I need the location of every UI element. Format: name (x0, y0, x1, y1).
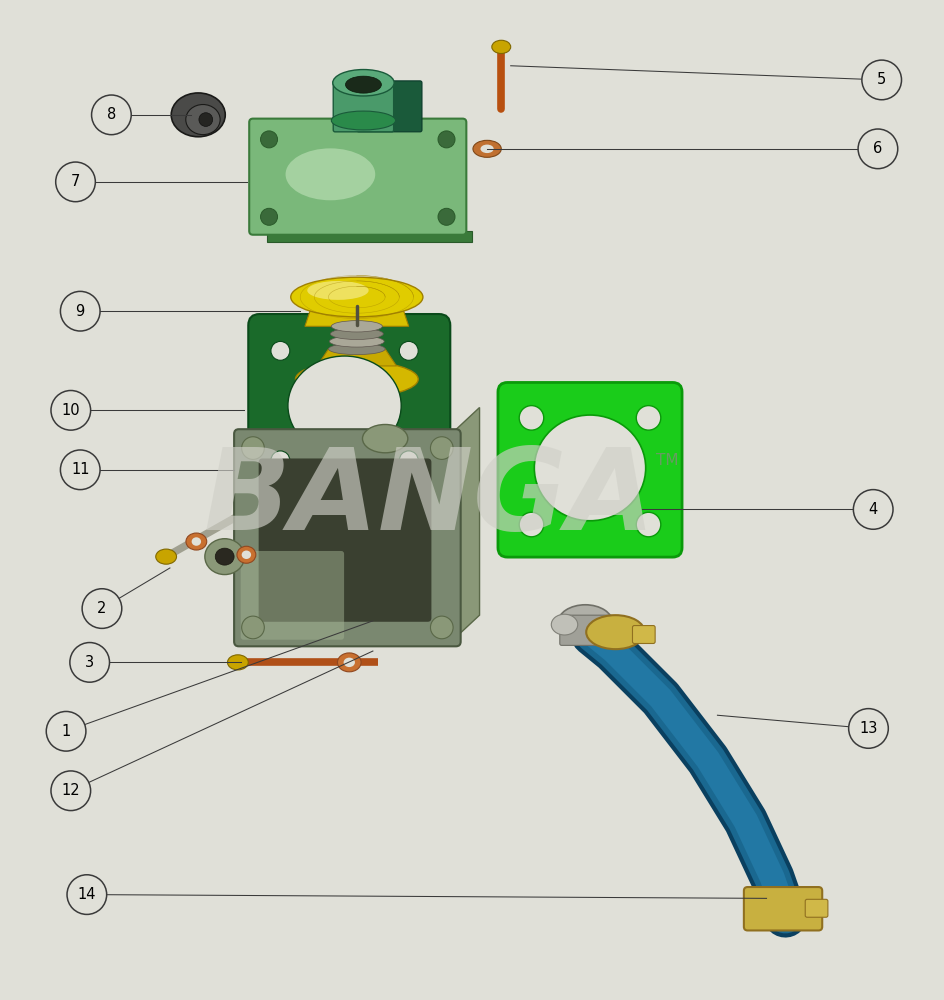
Ellipse shape (330, 328, 383, 340)
Circle shape (438, 131, 455, 148)
Ellipse shape (480, 145, 494, 153)
Circle shape (399, 341, 418, 360)
Text: 11: 11 (71, 462, 90, 477)
Text: 5: 5 (877, 72, 886, 87)
Circle shape (51, 390, 91, 430)
Ellipse shape (288, 356, 401, 455)
Circle shape (261, 131, 278, 148)
Circle shape (438, 208, 455, 225)
FancyBboxPatch shape (333, 81, 394, 132)
Ellipse shape (346, 76, 381, 93)
Ellipse shape (237, 546, 256, 563)
Ellipse shape (362, 424, 408, 453)
Ellipse shape (291, 277, 423, 317)
Circle shape (242, 616, 264, 639)
FancyBboxPatch shape (234, 429, 461, 646)
Text: TM: TM (656, 453, 679, 468)
Ellipse shape (551, 614, 578, 635)
Ellipse shape (295, 361, 418, 397)
Text: 10: 10 (61, 403, 80, 418)
Ellipse shape (199, 113, 212, 126)
Ellipse shape (215, 548, 234, 565)
Circle shape (46, 711, 86, 751)
Ellipse shape (534, 415, 646, 521)
FancyBboxPatch shape (357, 81, 422, 132)
Circle shape (271, 341, 290, 360)
FancyBboxPatch shape (744, 887, 822, 930)
Ellipse shape (329, 336, 384, 347)
Circle shape (92, 95, 131, 135)
FancyBboxPatch shape (632, 626, 655, 643)
FancyBboxPatch shape (259, 458, 431, 622)
Ellipse shape (171, 93, 226, 137)
Circle shape (60, 450, 100, 490)
Circle shape (636, 512, 661, 537)
Text: 3: 3 (85, 655, 94, 670)
Circle shape (60, 291, 100, 331)
Circle shape (56, 162, 95, 202)
FancyBboxPatch shape (249, 119, 466, 235)
Polygon shape (305, 306, 409, 326)
Text: 1: 1 (61, 724, 71, 739)
Ellipse shape (473, 140, 501, 157)
Circle shape (271, 451, 290, 470)
Text: 4: 4 (868, 502, 878, 517)
Text: 8: 8 (107, 107, 116, 122)
Text: 7: 7 (71, 174, 80, 189)
Ellipse shape (205, 539, 244, 575)
Circle shape (430, 437, 453, 459)
Ellipse shape (331, 321, 382, 332)
Ellipse shape (331, 111, 396, 130)
Ellipse shape (186, 105, 220, 135)
Ellipse shape (228, 655, 248, 670)
Circle shape (51, 771, 91, 811)
Text: BANGA: BANGA (204, 443, 655, 554)
Text: 9: 9 (76, 304, 85, 319)
Ellipse shape (338, 653, 361, 672)
Ellipse shape (586, 615, 645, 649)
Ellipse shape (308, 281, 369, 300)
Circle shape (82, 589, 122, 628)
Circle shape (70, 643, 110, 682)
Circle shape (862, 60, 902, 100)
FancyBboxPatch shape (498, 382, 682, 557)
Ellipse shape (344, 658, 355, 667)
Polygon shape (317, 349, 396, 366)
Text: 2: 2 (97, 601, 107, 616)
Ellipse shape (156, 549, 177, 564)
Text: 6: 6 (873, 141, 883, 156)
Circle shape (636, 406, 661, 430)
Text: 12: 12 (61, 783, 80, 798)
Circle shape (849, 709, 888, 748)
Text: 14: 14 (77, 887, 96, 902)
Ellipse shape (186, 533, 207, 550)
Ellipse shape (285, 148, 376, 200)
Polygon shape (267, 231, 472, 242)
Ellipse shape (492, 40, 511, 53)
Ellipse shape (192, 537, 201, 546)
Circle shape (853, 490, 893, 529)
Text: 13: 13 (859, 721, 878, 736)
Circle shape (67, 875, 107, 914)
FancyBboxPatch shape (805, 899, 828, 917)
Ellipse shape (242, 551, 251, 559)
Ellipse shape (558, 605, 613, 641)
Circle shape (261, 208, 278, 225)
Circle shape (430, 616, 453, 639)
Ellipse shape (332, 70, 395, 96)
FancyBboxPatch shape (248, 314, 450, 488)
Polygon shape (451, 407, 480, 642)
Circle shape (242, 437, 264, 459)
Circle shape (519, 406, 544, 430)
FancyBboxPatch shape (560, 615, 613, 645)
Circle shape (519, 512, 544, 537)
Circle shape (858, 129, 898, 169)
FancyBboxPatch shape (241, 551, 345, 640)
Ellipse shape (329, 343, 385, 355)
Circle shape (399, 451, 418, 470)
